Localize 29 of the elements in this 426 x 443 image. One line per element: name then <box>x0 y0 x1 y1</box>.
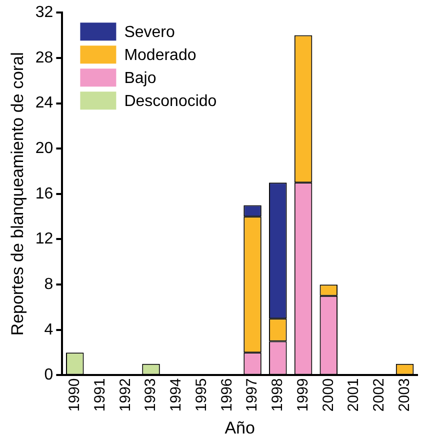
x-tick-label: 2002 <box>370 378 388 412</box>
x-tick-label: 1990 <box>66 378 84 412</box>
y-tick-label: 4 <box>44 321 54 338</box>
x-tick-label: 2001 <box>345 378 362 412</box>
legend-label: Bajo <box>124 70 156 88</box>
legend-label: Desconocido <box>124 93 217 110</box>
y-axis-title: Reportes de blanqueamiento de coral <box>8 52 27 336</box>
y-tick-label: 32 <box>35 4 54 22</box>
x-tick-label: 2000 <box>320 378 337 412</box>
x-tick-label: 1991 <box>91 378 108 412</box>
y-tick-label: 0 <box>44 366 54 384</box>
y-tick-label: 24 <box>35 94 54 112</box>
x-tick-label: 1992 <box>116 378 134 412</box>
x-tick-label: 1993 <box>142 378 160 412</box>
legend-label: Moderado <box>124 47 196 64</box>
x-tick-label: 2003 <box>396 378 413 412</box>
x-tick-label: 1999 <box>294 378 312 412</box>
y-tick-label: 12 <box>35 230 54 248</box>
y-tick-label: 16 <box>35 185 54 202</box>
x-tick-label: 1998 <box>269 378 286 412</box>
x-tick-label: 1995 <box>192 378 210 412</box>
x-tick-label: 1994 <box>168 378 185 412</box>
y-tick-label: 20 <box>35 140 54 157</box>
x-axis-title: Año <box>224 418 255 438</box>
x-tick-label: 1997 <box>244 378 261 412</box>
legend-label: Severo <box>124 24 175 42</box>
y-tick-label: 8 <box>44 276 54 293</box>
x-tick-label: 1996 <box>218 378 236 412</box>
y-tick-label: 28 <box>35 49 54 66</box>
